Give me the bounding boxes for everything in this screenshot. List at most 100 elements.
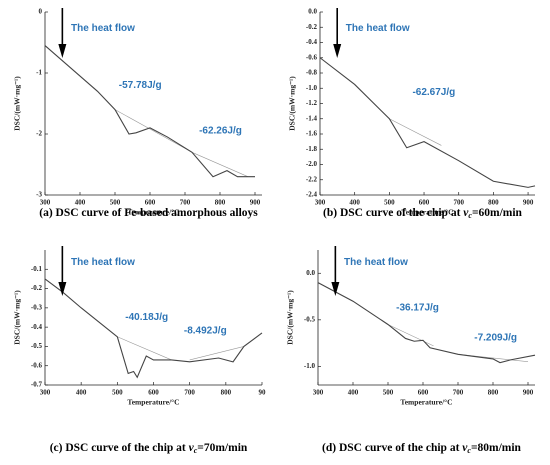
x-tick-label: 900 — [250, 199, 261, 207]
x-tick-label: 800 — [488, 389, 499, 397]
heat-flow-arrowhead — [58, 282, 67, 296]
y-tick-label: -0.6 — [306, 53, 318, 61]
annotation: -62.67J/g — [412, 87, 455, 98]
y-tick-label: -2 — [36, 130, 42, 138]
y-tick-label: -1.0 — [306, 84, 318, 92]
y-tick-label: -1.6 — [306, 130, 318, 138]
chart-panel: 0.0 -0.2 -0.4 -0.6 -0.8 -1.0 -1.2 -1.4 -1.6 -1.8 -… — [288, 8, 536, 220]
baseline — [387, 324, 434, 347]
dsc-curve — [317, 282, 536, 364]
x-tick-label: 800 — [488, 199, 499, 207]
annotation: The heat flow — [346, 23, 410, 34]
y-tick-label: -0.4 — [31, 323, 43, 331]
heat-flow-arrowhead — [331, 282, 340, 296]
annotation: -36.17J/g — [396, 303, 439, 314]
caption-variable: v — [463, 207, 469, 219]
x-tick-label: 300 — [315, 199, 326, 207]
x-tick-label: 900 — [523, 389, 534, 397]
x-tick-label: 700 — [453, 389, 464, 397]
baseline — [114, 109, 193, 153]
caption-variable: v — [462, 442, 468, 454]
y-axis-label: DSC/(mW·mg⁻¹) — [13, 290, 22, 345]
y-tick-label: -0.3 — [31, 303, 43, 311]
caption: (a) DSC curve of Fe-based amorphous allo… — [39, 207, 258, 219]
y-tick-label: -2.2 — [306, 175, 318, 183]
x-tick-label: 800 — [215, 199, 226, 207]
y-tick-label: 0.0 — [306, 269, 315, 277]
x-tick-label: 700 — [180, 199, 191, 207]
y-tick-label: -0.1 — [31, 265, 43, 273]
y-tick-label: -2.0 — [306, 160, 318, 168]
x-axis-label: Temperature/°C — [400, 398, 452, 407]
baseline — [117, 336, 172, 361]
y-axis-label: DSC/(mW·mg⁻¹) — [286, 290, 295, 345]
x-tick-label: 600 — [148, 389, 159, 397]
caption-text: =70m/min — [197, 442, 248, 454]
baseline — [191, 152, 249, 177]
y-tick-label: 0.0 — [308, 8, 317, 16]
caption-text: (d) DSC curve of the chip at — [322, 442, 462, 454]
y-tick-label: -0.6 — [31, 361, 43, 369]
dsc-curve — [44, 45, 255, 178]
chart-panel: 0.0 -0.5 -1.0 300 400 500 600 700 800 900 Temperat… — [286, 246, 536, 455]
y-tick-label: -1.8 — [306, 145, 318, 153]
x-tick-label: 600 — [419, 199, 430, 207]
y-tick-label: -0.2 — [306, 23, 318, 31]
x-axis-label: Temperature/°C — [127, 208, 179, 217]
y-tick-label: -1.4 — [306, 114, 318, 122]
x-axis-label: Temperature/°C — [401, 208, 453, 217]
x-tick-label: 400 — [76, 389, 87, 397]
x-tick-label: 300 — [40, 199, 51, 207]
y-tick-label: 0 — [39, 8, 43, 16]
annotation: The heat flow — [344, 257, 408, 268]
baseline — [389, 118, 442, 146]
y-tick-label: -1.2 — [306, 99, 318, 107]
y-axis-label: DSC/(mW·mg⁻¹) — [13, 76, 22, 131]
y-tick-label: -0.5 — [31, 342, 43, 350]
caption-subscript: c — [468, 211, 472, 220]
heat-flow-arrowhead — [58, 44, 67, 58]
caption-subscript: c — [194, 446, 198, 455]
annotation: The heat flow — [71, 23, 135, 34]
annotation: -62.26J/g — [199, 126, 242, 137]
dsc-curve — [319, 57, 536, 188]
x-tick-label: 400 — [75, 199, 86, 207]
dsc-curve — [44, 278, 263, 379]
annotation: -7.209J/g — [474, 332, 517, 343]
x-tick-label: 500 — [384, 199, 395, 207]
caption-text: =60m/min — [472, 207, 523, 219]
heat-flow-arrowhead — [333, 44, 342, 58]
y-tick-label: -3 — [36, 191, 42, 199]
y-tick-label: -1 — [36, 69, 42, 77]
x-tick-label: 500 — [112, 389, 123, 397]
annotation: -40.18J/g — [125, 312, 168, 323]
y-tick-label: -0.5 — [304, 315, 316, 323]
annotation: -57.78J/g — [119, 80, 162, 91]
x-tick-label: 900 — [523, 199, 534, 207]
y-tick-label: -0.4 — [306, 38, 318, 46]
x-tick-label: 700 — [184, 389, 195, 397]
x-tick-label: 400 — [348, 389, 359, 397]
baseline — [189, 346, 244, 361]
x-tick-label: 400 — [349, 199, 360, 207]
y-tick-label: -0.2 — [31, 284, 43, 292]
y-tick-label: -1.0 — [304, 362, 316, 370]
caption-text: =80m/min — [471, 442, 522, 454]
y-axis-label: DSC/(mW·mg⁻¹) — [288, 76, 297, 131]
x-tick-label: 500 — [383, 389, 394, 397]
x-axis-label: Temperature/°C — [127, 398, 179, 407]
caption-subscript: c — [467, 446, 471, 455]
annotation: -8.492J/g — [184, 326, 227, 337]
caption: (d) DSC curve of the chip at vc=80m/min — [322, 442, 522, 455]
x-tick-label: 800 — [221, 389, 232, 397]
x-tick-label: 300 — [313, 389, 324, 397]
caption: (b) DSC curve of the chip at vc=60m/min — [323, 207, 523, 220]
y-tick-label: -2.4 — [306, 191, 318, 199]
caption: (c) DSC curve of the chip at vc=70m/min — [50, 442, 248, 455]
x-tick-label: 700 — [453, 199, 464, 207]
x-tick-label: 600 — [418, 389, 429, 397]
caption-text: (a) DSC curve of Fe-based amorphous allo… — [39, 207, 258, 219]
